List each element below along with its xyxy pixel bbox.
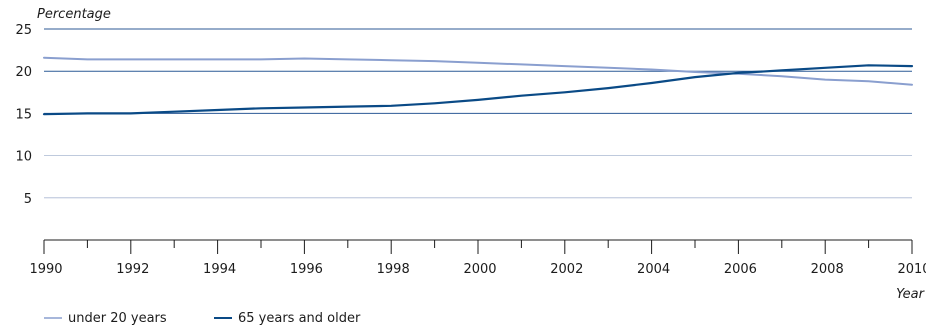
y-tick-label: 10 <box>15 150 32 165</box>
x-tick-label: 1994 <box>203 262 236 277</box>
y-tick-label: 5 <box>24 192 32 207</box>
x-tick-label: 1998 <box>377 262 410 277</box>
x-tick-label: 2000 <box>463 262 496 277</box>
x-tick-label: 2004 <box>637 262 670 277</box>
legend-label: under 20 years <box>68 311 167 326</box>
y-tick-label: 25 <box>15 23 32 38</box>
y-tick-label: 15 <box>15 107 32 122</box>
y-axis-label: Percentage <box>37 7 111 22</box>
x-axis: 1990 1992 1994 1996 1998 2000 2002 2004 2006 2008… <box>29 239 926 277</box>
x-tick-label: 2008 <box>811 262 844 277</box>
legend-item: 65 years and older <box>214 311 361 326</box>
legend-item: under 20 years <box>44 311 167 326</box>
y-tick-label: 20 <box>15 65 32 80</box>
legend-label: 65 years and older <box>238 311 361 326</box>
series-line-1 <box>42 64 914 116</box>
x-tick-label: 1990 <box>29 262 62 277</box>
series-line-0 <box>43 56 913 86</box>
plot-area <box>42 56 914 116</box>
x-tick-label: 1992 <box>116 262 149 277</box>
x-tick-label: 2010 <box>897 262 926 277</box>
x-tick-label: 2006 <box>724 262 757 277</box>
x-tick-label: 2002 <box>550 262 583 277</box>
legend: under 20 years 65 years and older <box>44 311 361 326</box>
grid <box>44 28 912 199</box>
x-axis-label: Year <box>896 287 925 302</box>
x-tick-label: 1996 <box>290 262 323 277</box>
y-axis: 5 10 15 20 25 <box>15 23 32 207</box>
